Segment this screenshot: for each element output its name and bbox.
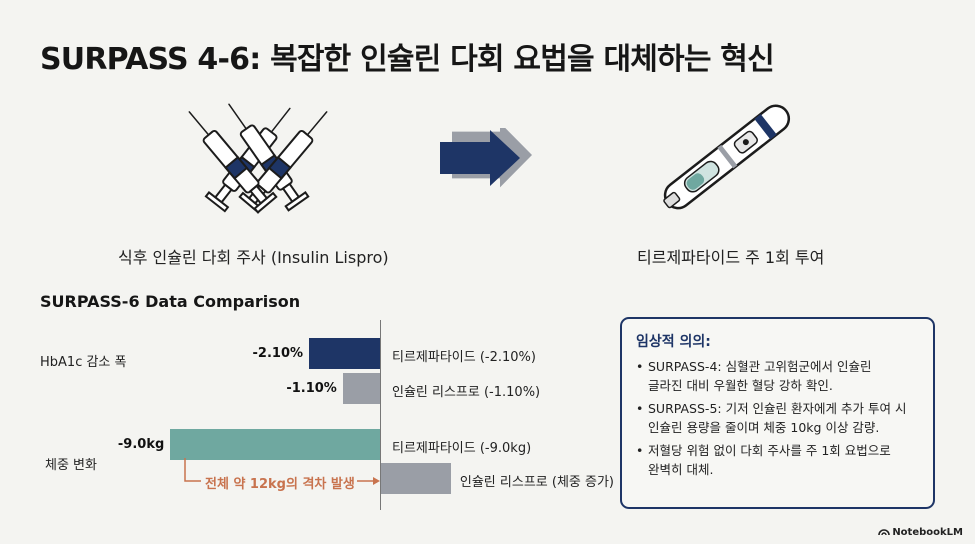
value-label-hba1c-lispro: -1.10% xyxy=(286,381,337,396)
chart-section-title: SURPASS-6 Data Comparison xyxy=(40,292,301,311)
notebooklm-logo-icon xyxy=(878,529,891,536)
right-caption: 티르제파타이드 주 1회 투여 xyxy=(637,248,825,267)
panel-item-line1: 저혈당 위험 없이 다회 주사를 주 1회 요법으로 xyxy=(648,443,891,458)
bar-hba1c-tirzepatide xyxy=(309,338,380,369)
injection-pen-icon xyxy=(663,104,791,210)
panel-item-line2: 인슐린 용량을 줄이며 체중 10kg 이상 감량. xyxy=(648,420,880,435)
value-label-hba1c-tirzepatide: -2.10% xyxy=(252,346,304,361)
bar-label-hba1c-tirzepatide: 티르제파타이드 (-2.10%) xyxy=(392,350,536,365)
panel-item: SURPASS-4: 심혈관 고위험군에서 인슐린 글라진 대비 우월한 혈당 … xyxy=(636,357,919,395)
panel-list: SURPASS-4: 심혈관 고위험군에서 인슐린 글라진 대비 우월한 혈당 … xyxy=(636,357,919,479)
panel-item: 저혈당 위험 없이 다회 주사를 주 1회 요법으로 완벽히 대체. xyxy=(636,441,919,479)
bar-label-hba1c-lispro: 인슐린 리스프로 (-1.10%) xyxy=(392,385,541,400)
brand-text: NotebookLM xyxy=(892,527,963,538)
brand-watermark: NotebookLM xyxy=(878,527,963,538)
gap-bracket-arrow-icon xyxy=(184,458,380,485)
chart-zero-axis xyxy=(380,320,381,510)
page-title: SURPASS 4-6: 복잡한 인슐린 다회 요법을 대체하는 혁신 xyxy=(40,42,775,77)
bar-hba1c-lispro xyxy=(342,373,380,404)
value-label-weight-tirzepatide: -9.0kg xyxy=(117,437,165,452)
bar-weight-lispro xyxy=(381,463,451,494)
left-caption: 식후 인슐린 다회 주사 (Insulin Lispro) xyxy=(118,248,389,267)
panel-title: 임상적 의의: xyxy=(636,334,711,350)
bar-weight-tirzepatide xyxy=(170,429,380,460)
bar-label-weight-lispro: 인슐린 리스프로 (체중 증가) xyxy=(459,475,614,490)
syringes-icon xyxy=(188,103,328,214)
panel-item-line1: SURPASS-5: 기저 인슐린 환자에게 추가 투여 시 xyxy=(648,401,907,416)
panel-item-line2: 완벽히 대체. xyxy=(648,462,714,477)
group-label-weight: 체중 변화 xyxy=(45,458,97,473)
panel-item-line1: SURPASS-4: 심혈관 고위험군에서 인슐린 xyxy=(648,359,872,374)
bar-label-weight-tirzepatide: 티르제파타이드 (-9.0kg) xyxy=(392,441,532,456)
clinical-significance-panel: 임상적 의의: SURPASS-4: 심혈관 고위험군에서 인슐린 글라진 대비… xyxy=(620,317,935,509)
arrow-right-icon xyxy=(440,128,532,188)
panel-item: SURPASS-5: 기저 인슐린 환자에게 추가 투여 시 인슐린 용량을 줄… xyxy=(636,399,919,437)
group-label-hba1c: HbA1c 감소 폭 xyxy=(40,355,127,370)
gap-annotation: 전체 약 12kg의 격차 발생 xyxy=(205,477,355,492)
panel-item-line2: 글라진 대비 우월한 혈당 강하 확인. xyxy=(648,378,833,393)
